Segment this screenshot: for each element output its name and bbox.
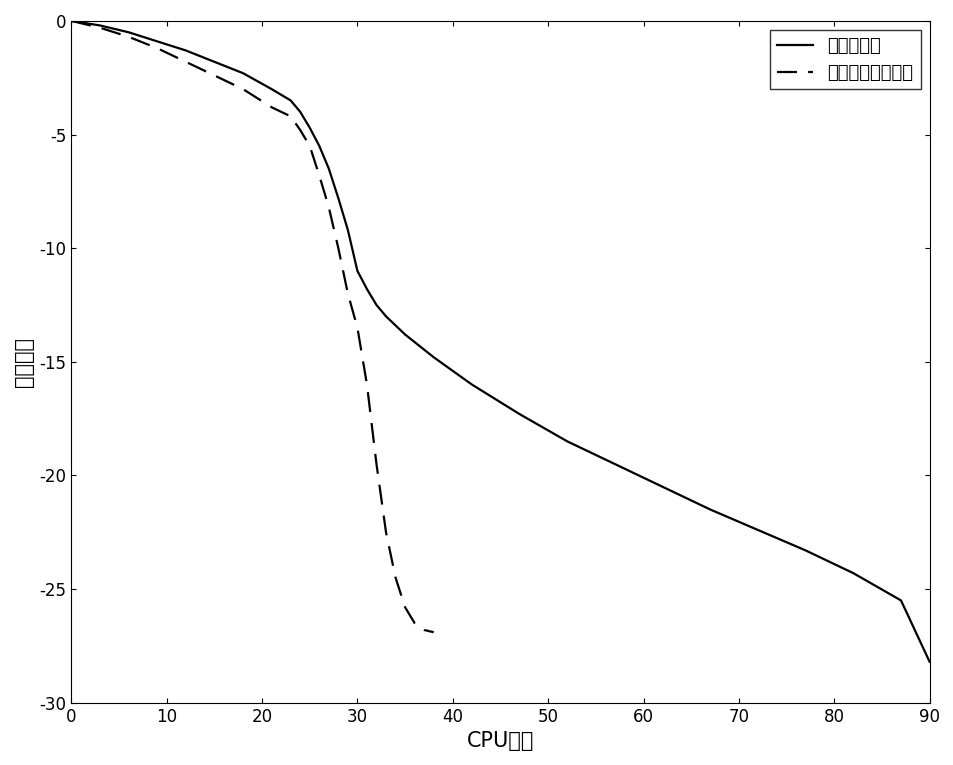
Line: 变尺度梯度校正法: 变尺度梯度校正法 — [71, 21, 434, 632]
变尺度梯度校正法 — [66, 16, 77, 25]
变尺度梯度校正法 — [371, 460, 382, 469]
变尺度梯度校正法 — [314, 171, 325, 180]
梯度投影法 — [294, 107, 306, 116]
梯度投影法 — [209, 57, 220, 67]
变尺度梯度校正法 — [237, 84, 249, 93]
梯度投影法 — [323, 164, 335, 173]
梯度投影法 — [846, 568, 858, 578]
变尺度梯度校正法 — [94, 23, 106, 32]
梯度投影法 — [352, 266, 363, 275]
梯度投影法 — [314, 142, 325, 151]
梯度投影法 — [237, 69, 249, 78]
变尺度梯度校正法 — [294, 125, 306, 135]
梯度投影法 — [799, 546, 810, 555]
变尺度梯度校正法 — [380, 528, 392, 537]
梯度投影法 — [342, 226, 354, 235]
梯度投影法 — [751, 526, 762, 535]
变尺度梯度校正法 — [180, 57, 192, 67]
Legend: 梯度投影法, 变尺度梯度校正法: 梯度投影法, 变尺度梯度校正法 — [769, 30, 920, 90]
梯度投影法 — [923, 657, 934, 666]
变尺度梯度校正法 — [209, 71, 220, 80]
Line: 梯度投影法: 梯度投影法 — [71, 21, 928, 662]
变尺度梯度校正法 — [323, 203, 335, 212]
梯度投影法 — [333, 194, 344, 203]
梯度投影法 — [514, 409, 525, 418]
梯度投影法 — [361, 285, 373, 294]
梯度投影法 — [304, 123, 315, 132]
变尺度梯度校正法 — [333, 243, 344, 252]
Y-axis label: 收敛测度: 收敛测度 — [14, 337, 34, 387]
梯度投影法 — [399, 330, 411, 339]
梯度投影法 — [561, 437, 573, 446]
X-axis label: CPU时间: CPU时间 — [466, 731, 534, 751]
变尺度梯度校正法 — [352, 323, 363, 332]
梯度投影法 — [94, 21, 106, 30]
梯度投影法 — [152, 37, 163, 46]
变尺度梯度校正法 — [390, 573, 401, 582]
变尺度梯度校正法 — [361, 380, 373, 389]
梯度投影法 — [380, 312, 392, 321]
梯度投影法 — [180, 46, 192, 55]
梯度投影法 — [428, 353, 439, 362]
变尺度梯度校正法 — [342, 289, 354, 298]
梯度投影法 — [266, 84, 277, 93]
梯度投影法 — [66, 16, 77, 25]
变尺度梯度校正法 — [285, 112, 296, 121]
梯度投影法 — [371, 301, 382, 310]
变尺度梯度校正法 — [266, 103, 277, 112]
梯度投影法 — [609, 460, 620, 469]
变尺度梯度校正法 — [418, 625, 430, 634]
变尺度梯度校正法 — [409, 619, 420, 628]
变尺度梯度校正法 — [428, 627, 439, 636]
变尺度梯度校正法 — [399, 603, 411, 612]
变尺度梯度校正法 — [123, 32, 134, 41]
梯度投影法 — [704, 505, 716, 514]
梯度投影法 — [657, 482, 668, 491]
梯度投影法 — [285, 96, 296, 105]
变尺度梯度校正法 — [304, 142, 315, 151]
梯度投影法 — [466, 380, 477, 389]
梯度投影法 — [894, 596, 905, 605]
变尺度梯度校正法 — [152, 44, 163, 53]
梯度投影法 — [123, 28, 134, 37]
